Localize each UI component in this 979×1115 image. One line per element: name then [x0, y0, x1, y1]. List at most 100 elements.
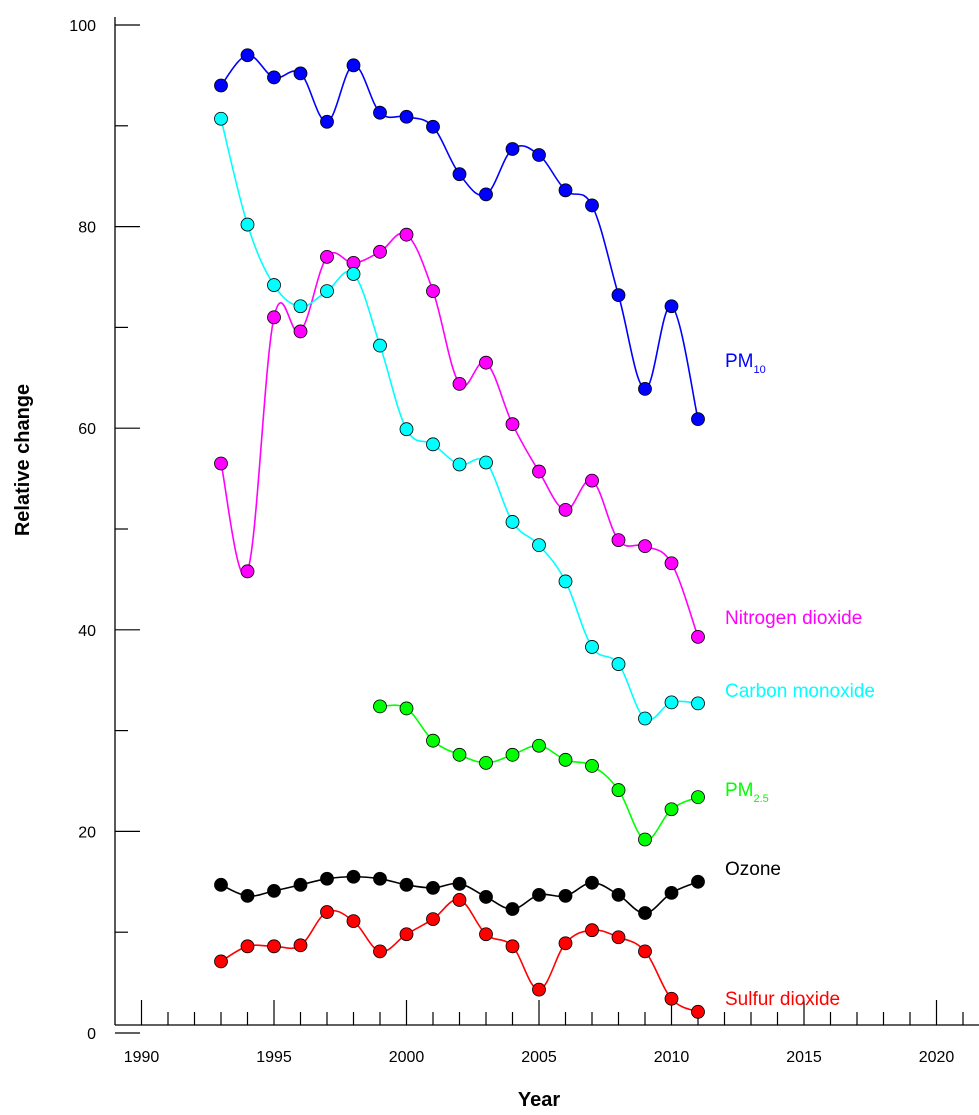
series-label: Ozone: [725, 859, 781, 880]
data-point: [214, 78, 228, 93]
data-point: [267, 278, 281, 292]
data-point: [664, 556, 679, 571]
data-point: [320, 905, 334, 919]
data-point: [532, 982, 546, 997]
data-point: [399, 422, 414, 437]
data-point: [505, 417, 520, 432]
data-point: [426, 733, 440, 748]
data-point: [532, 738, 546, 753]
data-point: [452, 457, 467, 472]
data-point: [373, 944, 387, 959]
data-point: [320, 249, 334, 264]
x-tick-label: 1995: [256, 1049, 292, 1066]
y-tick-label: 20: [78, 824, 96, 841]
data-point: [664, 991, 679, 1006]
data-point: [293, 938, 308, 953]
data-point: [399, 227, 414, 242]
data-point: [585, 758, 599, 773]
data-point: [585, 473, 599, 488]
y-tick-label: 0: [87, 1026, 96, 1043]
data-point: [479, 927, 493, 942]
series-carbon-monoxide: [214, 111, 705, 726]
data-point: [505, 747, 520, 762]
data-point: [611, 783, 626, 797]
data-point: [611, 657, 626, 671]
data-point: [611, 930, 626, 945]
series-label: Nitrogen dioxide: [725, 608, 862, 629]
data-point: [293, 877, 308, 892]
data-point: [346, 267, 361, 281]
series-ozone: [214, 869, 705, 920]
data-point: [585, 875, 599, 890]
data-point: [558, 502, 573, 517]
x-tick-label: 2010: [654, 1049, 690, 1066]
data-point: [558, 574, 573, 589]
data-point: [267, 883, 281, 898]
data-point: [214, 877, 228, 892]
data-point: [505, 142, 520, 156]
series-labels: PM10 Nitrogen dioxide Carbon monoxide PM2.5…: [725, 351, 875, 1010]
data-point: [505, 939, 520, 954]
data-point: [479, 355, 493, 370]
y-tick-label: 60: [78, 421, 96, 438]
data-point: [585, 640, 599, 654]
data-point: [558, 183, 573, 198]
data-point: [532, 464, 546, 479]
series-line-sulfur-dioxide: [220, 898, 699, 1013]
x-tick-label: 2015: [786, 1049, 822, 1066]
data-point: [293, 299, 308, 314]
data-point: [691, 1004, 705, 1019]
data-point: [240, 564, 255, 579]
data-point: [505, 515, 520, 529]
data-point: [664, 802, 679, 817]
data-point: [373, 105, 387, 120]
data-point: [664, 299, 679, 314]
data-point: [638, 906, 652, 920]
data-point: [267, 939, 281, 954]
series-label: Sulfur dioxide: [725, 989, 840, 1010]
data-point: [532, 538, 546, 553]
data-point: [399, 927, 414, 942]
data-point: [664, 885, 679, 900]
data-point: [452, 376, 467, 391]
data-point: [691, 696, 705, 711]
data-point: [320, 871, 334, 886]
data-point: [505, 902, 520, 916]
data-point: [585, 923, 599, 938]
series-line-pm2-5: [379, 704, 699, 841]
series-pm10: [214, 48, 705, 427]
data-point: [346, 914, 361, 929]
data-point: [267, 310, 281, 325]
data-point: [293, 66, 308, 81]
data-point: [532, 888, 546, 902]
data-point: [214, 954, 228, 969]
data-point: [691, 412, 705, 427]
series-sulfur-dioxide: [214, 893, 705, 1019]
series-pm2-5: [373, 699, 705, 847]
data-point: [532, 148, 546, 162]
data-point: [691, 629, 705, 644]
data-point: [373, 699, 387, 714]
data-point: [452, 876, 467, 891]
data-point: [373, 244, 387, 259]
data-point: [479, 187, 493, 202]
y-tick-label: 80: [78, 220, 96, 237]
y-axis-title: Relative change: [12, 384, 34, 536]
series-label: PM10: [725, 351, 766, 376]
data-point: [320, 114, 334, 129]
data-point: [346, 869, 361, 884]
x-tick-label: 2000: [389, 1049, 425, 1066]
data-point: [558, 752, 573, 767]
y-tick-label: 40: [78, 623, 96, 640]
data-point: [479, 890, 493, 904]
data-point: [373, 338, 387, 353]
series-group: [214, 48, 705, 1019]
x-axis-title: Year: [518, 1089, 560, 1111]
series-nitrogen-dioxide: [214, 227, 705, 644]
data-point: [373, 871, 387, 886]
data-point: [691, 790, 705, 805]
series-line-carbon-monoxide: [220, 118, 699, 721]
data-point: [293, 324, 308, 339]
data-point: [426, 912, 440, 926]
data-point: [426, 284, 440, 299]
